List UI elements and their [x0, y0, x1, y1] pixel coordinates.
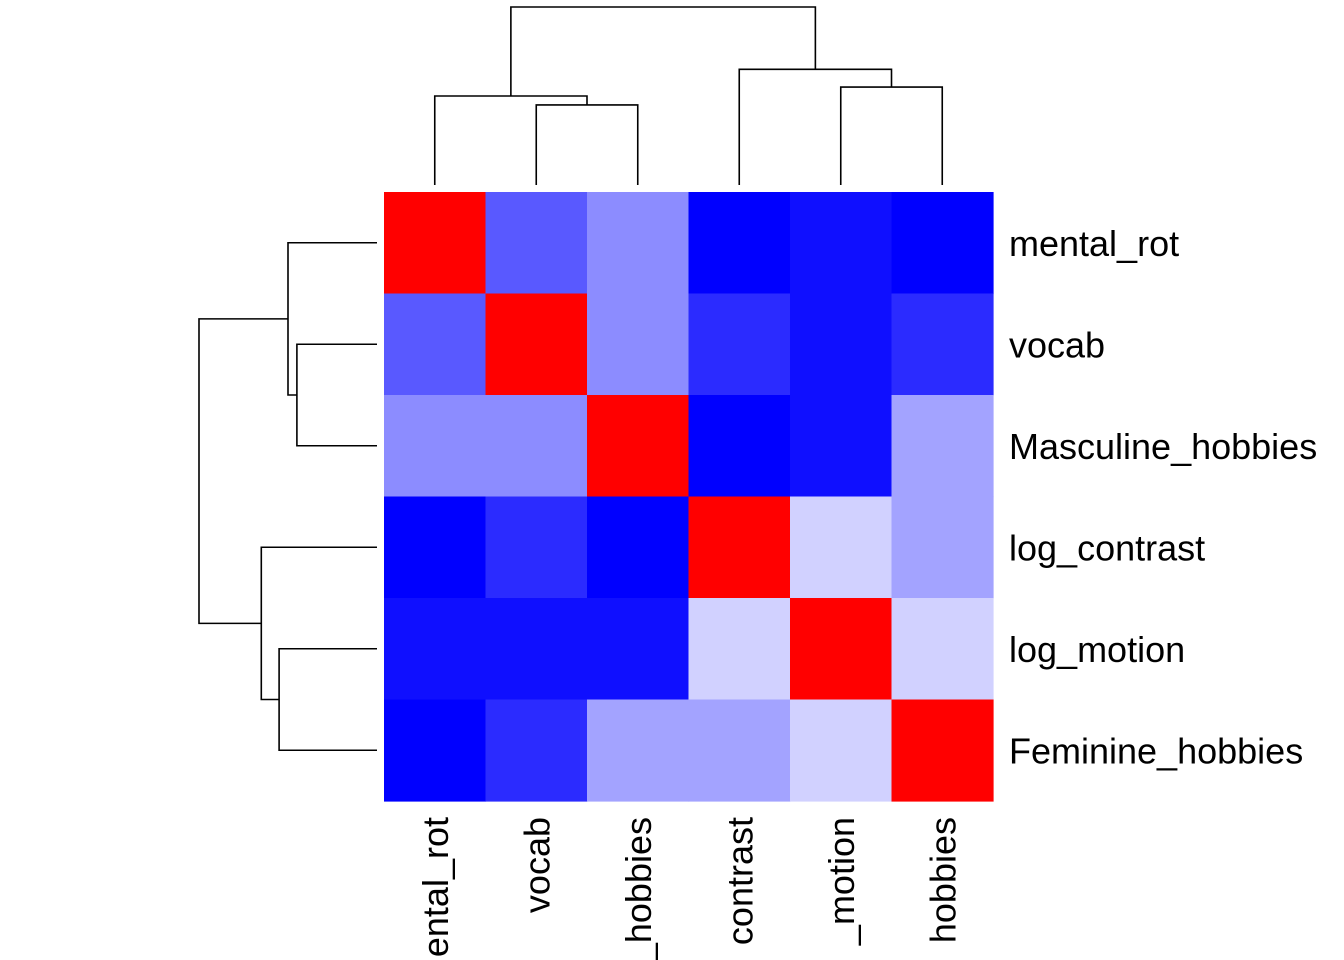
- column-label-vocab: vocab: [516, 817, 557, 913]
- heatmap-cell-Masculine_hobbies-Feminine_hobbies: [891, 395, 994, 498]
- heatmap-cell-log_contrast-Masculine_hobbies: [587, 496, 690, 599]
- row-label-log_contrast: log_contrast: [1009, 527, 1205, 568]
- heatmap-cell-log_contrast-log_motion: [790, 496, 893, 599]
- heatmap-cell-Feminine_hobbies-log_motion: [790, 699, 893, 802]
- column-labels: ental_rot vocab _hobbies contrast _motion hob…: [415, 817, 964, 960]
- heatmap-cell-vocab-vocab: [485, 293, 588, 396]
- row-label-vocab: vocab: [1009, 324, 1105, 365]
- row-dendrogram-branch: [198, 318, 288, 625]
- row-label-mental_rot: mental_rot: [1009, 223, 1179, 264]
- heatmap-cell-mental_rot-log_motion: [790, 192, 893, 295]
- heatmap-cell-vocab-mental_rot: [384, 293, 487, 396]
- heatmap-cell-vocab-log_contrast: [688, 293, 791, 396]
- heatmap-cell-vocab-Feminine_hobbies: [891, 293, 994, 396]
- heatmap-cell-Masculine_hobbies-vocab: [485, 395, 588, 498]
- heatmap-cell-log_motion-Masculine_hobbies: [587, 598, 690, 701]
- heatmap-cell-Feminine_hobbies-Masculine_hobbies: [587, 699, 690, 802]
- heatmap-cell-log_motion-log_motion: [790, 598, 893, 701]
- heatmap-cell-log_contrast-log_contrast: [688, 496, 791, 599]
- heatmap-cell-log_contrast-vocab: [485, 496, 588, 599]
- row-dendrogram-branch: [296, 343, 377, 447]
- heatmap-cell-mental_rot-mental_rot: [384, 192, 487, 295]
- heatmap-cell-mental_rot-log_contrast: [688, 192, 791, 295]
- heatmap-cell-mental_rot-vocab: [485, 192, 588, 295]
- heatmap-cell-Feminine_hobbies-Feminine_hobbies: [891, 699, 994, 802]
- row-dendrogram-branch: [278, 647, 377, 752]
- heatmap-cell-Masculine_hobbies-Masculine_hobbies: [587, 395, 690, 498]
- column-dendrogram-branch: [535, 104, 639, 185]
- heatmap-cell-log_contrast-Feminine_hobbies: [891, 496, 994, 599]
- column-label-mental_rot: ental_rot: [415, 817, 456, 957]
- heatmap-cell-log_motion-mental_rot: [384, 598, 487, 701]
- column-dendrogram-branch: [839, 86, 944, 185]
- heatmap-cell-mental_rot-Masculine_hobbies: [587, 192, 690, 295]
- column-dendrogram-branch: [433, 95, 588, 185]
- row-label-Feminine_hobbies: Feminine_hobbies: [1009, 730, 1303, 771]
- heatmap-cell-vocab-log_motion: [790, 293, 893, 396]
- heatmap-cell-log_motion-log_contrast: [688, 598, 791, 701]
- heatmap-cell-log_motion-vocab: [485, 598, 588, 701]
- column-label-Masculine_hobbies: _hobbies: [618, 817, 659, 960]
- heatmap-cell-log_contrast-mental_rot: [384, 496, 487, 599]
- column-label-log_contrast: contrast: [719, 817, 760, 945]
- heatmap-cell-Masculine_hobbies-mental_rot: [384, 395, 487, 498]
- column-dendrogram-branch: [510, 6, 817, 96]
- heatmap-cell-Feminine_hobbies-vocab: [485, 699, 588, 802]
- heatmap-cell-Masculine_hobbies-log_contrast: [688, 395, 791, 498]
- row-label-Masculine_hobbies: Masculine_hobbies: [1009, 426, 1317, 467]
- row-dendrogram: [198, 241, 377, 752]
- column-label-log_motion: _motion: [821, 817, 862, 946]
- heatmap-cell-mental_rot-Feminine_hobbies: [891, 192, 994, 295]
- row-label-log_motion: log_motion: [1009, 629, 1185, 670]
- heatmap-cell-Masculine_hobbies-log_motion: [790, 395, 893, 498]
- heatmap-cell-vocab-Masculine_hobbies: [587, 293, 690, 396]
- heatmap-cell-Feminine_hobbies-log_contrast: [688, 699, 791, 802]
- heatmap-cell-log_motion-Feminine_hobbies: [891, 598, 994, 701]
- heatmap-cell-Feminine_hobbies-mental_rot: [384, 699, 487, 802]
- row-dendrogram-branch: [287, 241, 377, 396]
- column-dendrogram: [433, 6, 944, 185]
- column-label-Feminine_hobbies: hobbies: [922, 817, 963, 943]
- heatmap-cells: [384, 192, 994, 802]
